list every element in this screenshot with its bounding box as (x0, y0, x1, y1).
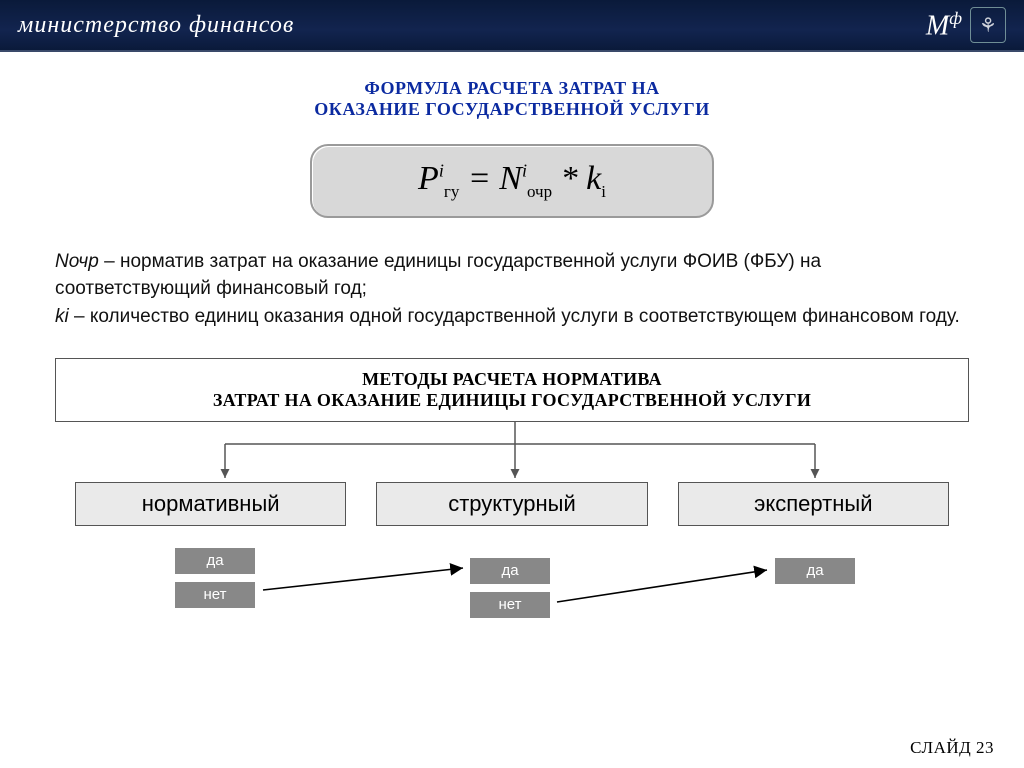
formula-box: Piгу = Niочр * ki (310, 144, 714, 218)
decision-yes: да (775, 558, 855, 584)
org-name: министерство финансов (18, 12, 294, 39)
method-normative: нормативный (75, 482, 346, 526)
method-expert: экспертный (678, 482, 949, 526)
methods-header: МЕТОДЫ РАСЧЕТА НОРМАТИВАЗАТРАТ НА ОКАЗАН… (55, 358, 969, 422)
header-bar: министерство финансов Мф ⚘ (0, 0, 1024, 52)
method-structural: структурный (376, 482, 647, 526)
slide-number: СЛАЙД 23 (910, 738, 994, 758)
decision-no: нет (175, 582, 255, 608)
definitions: Nочр – норматив затрат на оказание едини… (55, 248, 969, 331)
logo-text: Мф (926, 8, 962, 42)
tree-connector (55, 422, 969, 482)
emblem-icon: ⚘ (970, 7, 1006, 43)
method-row: нормативный структурный экспертный (75, 482, 949, 526)
decision-yes: да (175, 548, 255, 574)
decision-yes: да (470, 558, 550, 584)
slide-title: ФОРМУЛА РАСЧЕТА ЗАТРАТ НАОКАЗАНИЕ ГОСУДА… (55, 78, 969, 120)
decision-area: да нет да нет да (55, 548, 969, 688)
decision-no: нет (470, 592, 550, 618)
logo: Мф ⚘ (926, 7, 1006, 43)
